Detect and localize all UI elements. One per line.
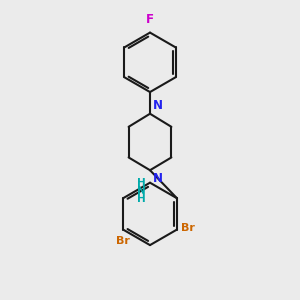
Text: F: F [146, 13, 154, 26]
Text: H: H [137, 194, 146, 204]
Text: Br: Br [182, 223, 195, 233]
Text: Br: Br [116, 236, 130, 246]
Text: N: N [137, 186, 146, 196]
Text: N: N [152, 172, 162, 185]
Text: N: N [152, 99, 162, 112]
Text: H: H [137, 178, 146, 188]
